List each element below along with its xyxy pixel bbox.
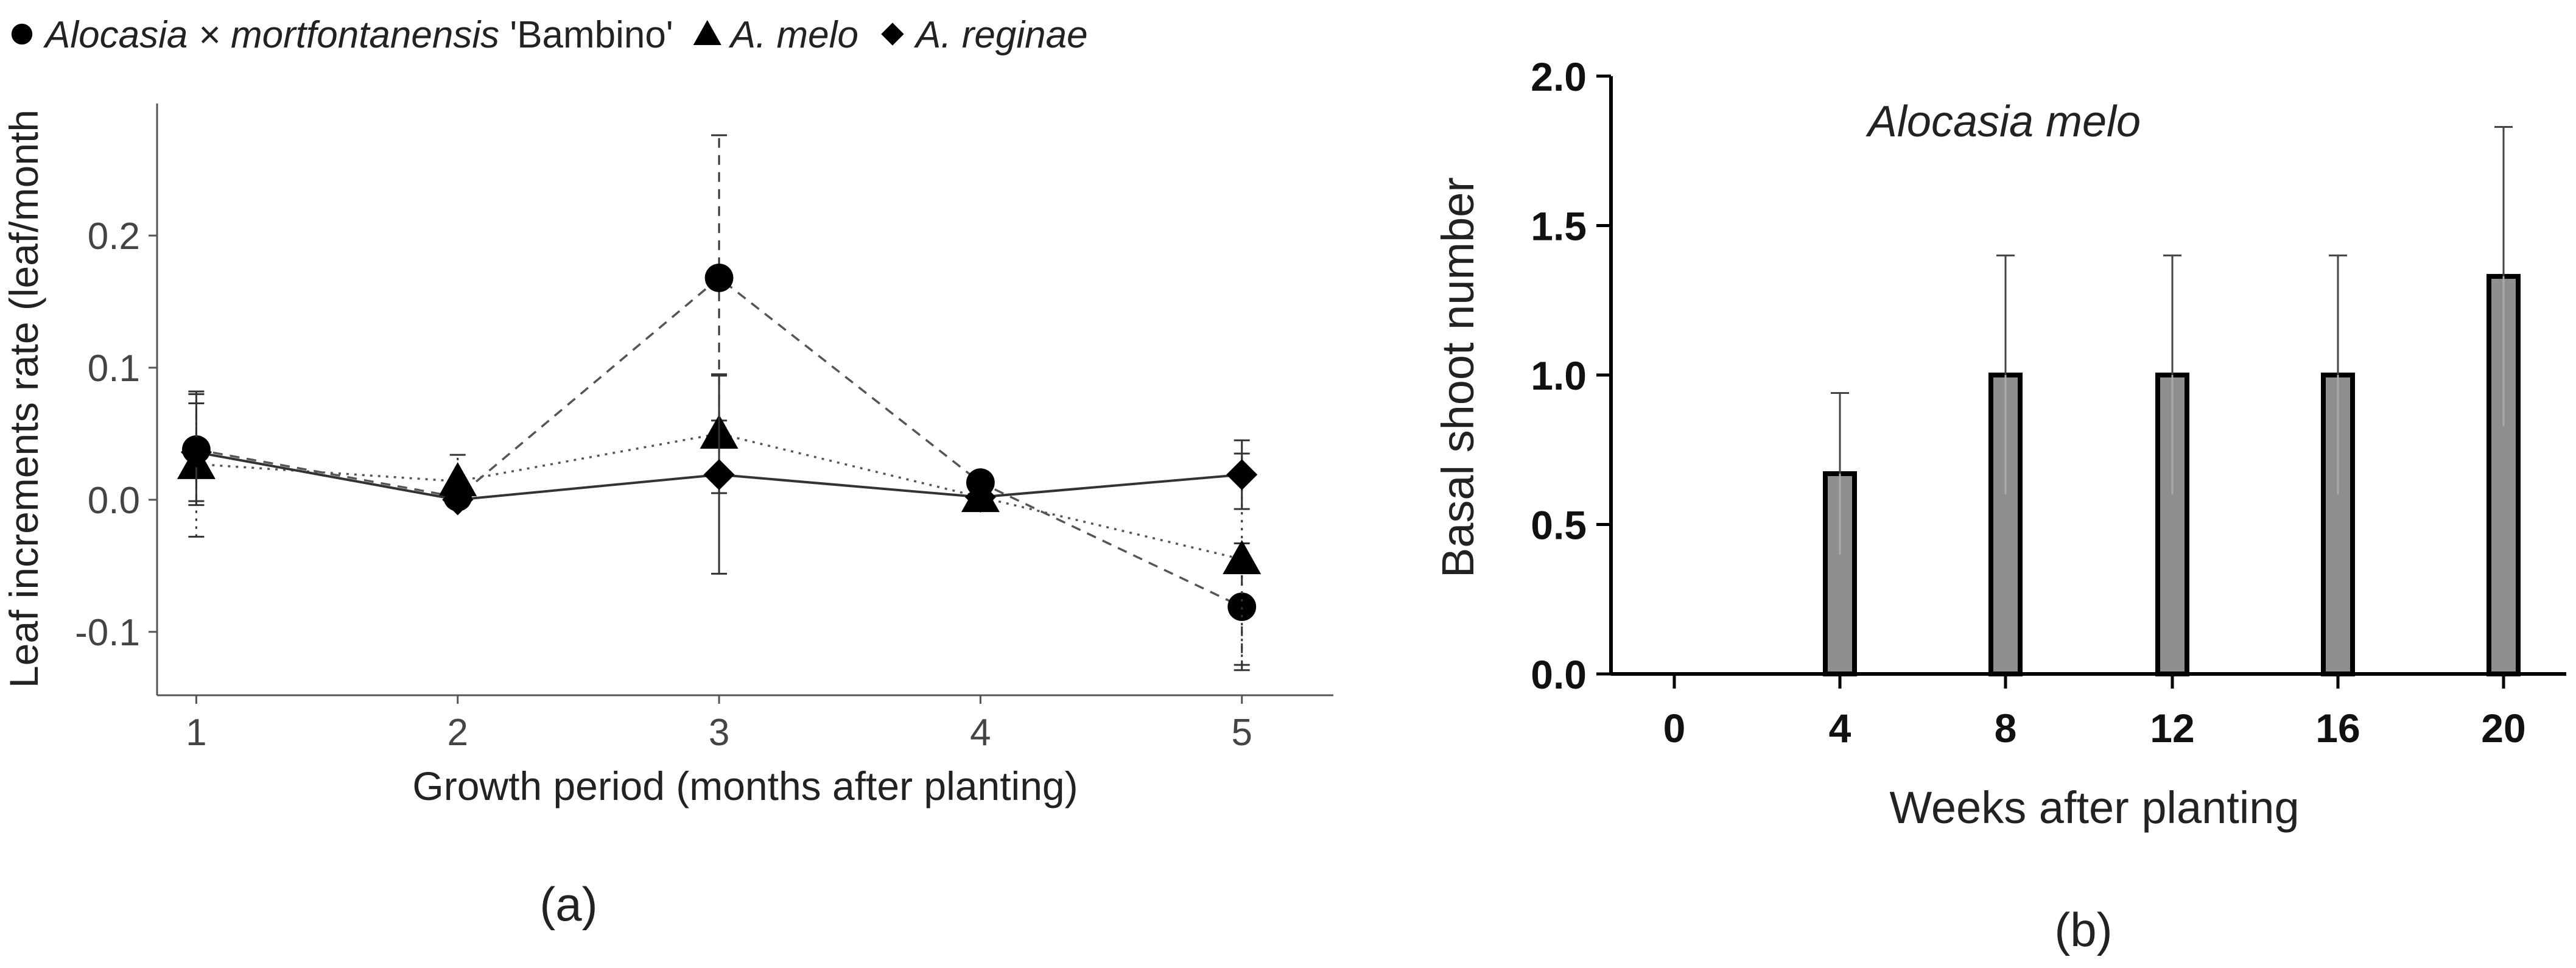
- panel-a-series: [177, 134, 1262, 672]
- panel-a-point-diamond: [1226, 459, 1258, 491]
- panel-a-y-axis-label: Leaf increments rate (leaf/month: [1, 110, 46, 688]
- legend-entry-label: A. melo: [728, 14, 858, 56]
- panel-b-x-ticks: 0 4 8 12 16 20: [1663, 674, 2526, 751]
- panel-a-point-diamond: [703, 459, 735, 491]
- panel-b-bar-chart: 0.00.51.01.52.0 0 4 8 12 16 20 Alocasia melo …: [1433, 54, 2566, 956]
- panel-a-line-chart: Alocasia × mortfontanensis 'Bambino' A. m…: [1, 14, 1333, 931]
- panel-a-x-ticks: 1 2 3 4 5: [186, 695, 1252, 754]
- panel-a-x-axis-label: Growth period (months after planting): [412, 763, 1078, 808]
- panel-a-y-tick-label: 0.1: [88, 348, 140, 390]
- panel-a-series-line: [196, 276, 1243, 608]
- panel-b-y-tick-label: 0.5: [1531, 503, 1587, 548]
- panel-b-bar: [2321, 373, 2355, 676]
- panel-a-point-diamond: [442, 484, 474, 516]
- panel-b-bars: [1823, 125, 2521, 677]
- panel-b-x-tick-label: 4: [1829, 706, 1851, 751]
- panel-a-point-circle: [1227, 592, 1257, 622]
- panel-a-caption: (a): [539, 877, 597, 931]
- panel-a-y-tick-label: 0.2: [88, 216, 140, 258]
- legend-marker-circle: [11, 23, 33, 45]
- panel-b-y-ticks: 0.0 0.5 1.0 1.5 2.0: [1531, 54, 1611, 697]
- panel-b-x-tick-label: 12: [2150, 706, 2194, 751]
- panel-a-series-line: [196, 432, 1243, 561]
- panel-b-x-tick-label: 0: [1663, 706, 1686, 751]
- panel-b-y-tick-label: 2.0: [1531, 54, 1587, 99]
- legend-entry-label: Alocasia × mortfontanensis 'Bambino': [43, 14, 673, 56]
- legend-marker-diamond: [881, 23, 904, 46]
- panel-a-point-triangle: [1223, 540, 1262, 575]
- panel-a-x-tick-label: 4: [970, 712, 991, 754]
- panel-a-point-triangle: [438, 462, 477, 497]
- panel-a-x-tick-label: 3: [709, 712, 729, 754]
- panel-b-y-tick-label: 1.0: [1531, 353, 1587, 398]
- panel-a-x-tick-label: 5: [1231, 712, 1252, 754]
- panel-a-point-circle: [704, 263, 734, 292]
- panel-a-y-tick-label: -0.1: [75, 612, 140, 654]
- panel-a-y-tick-label: 0.0: [88, 480, 140, 522]
- panel-a-x-tick-label: 1: [186, 712, 206, 754]
- panel-b-y-tick-label: 1.5: [1531, 204, 1587, 249]
- panel-a-point-diamond: [964, 482, 996, 513]
- legend-marker-triangle: [693, 19, 721, 46]
- legend-entry-label: A. reginae: [913, 14, 1088, 56]
- panel-b-x-tick-label: 16: [2315, 706, 2360, 751]
- panel-b-y-axis-label: Basal shoot number: [1433, 177, 1483, 578]
- panel-b-y-tick-label: 0.0: [1531, 652, 1587, 697]
- panel-b-x-tick-label: 8: [1995, 706, 2017, 751]
- panel-b-title: Alocasia melo: [1865, 97, 2141, 146]
- panel-b-caption: (b): [2054, 903, 2112, 956]
- panel-a-y-ticks: -0.1 0.0 0.1 0.2: [75, 216, 157, 654]
- legend-a: Alocasia × mortfontanensis 'Bambino' A. m…: [11, 14, 1088, 56]
- panel-a-series-diamond: [180, 374, 1258, 575]
- panel-b-x-tick-label: 20: [2481, 706, 2525, 751]
- panel-a-x-tick-label: 2: [447, 712, 468, 754]
- panel-a-point-diamond: [180, 437, 212, 468]
- panel-b-x-axis-label: Weeks after planting: [1889, 782, 2299, 833]
